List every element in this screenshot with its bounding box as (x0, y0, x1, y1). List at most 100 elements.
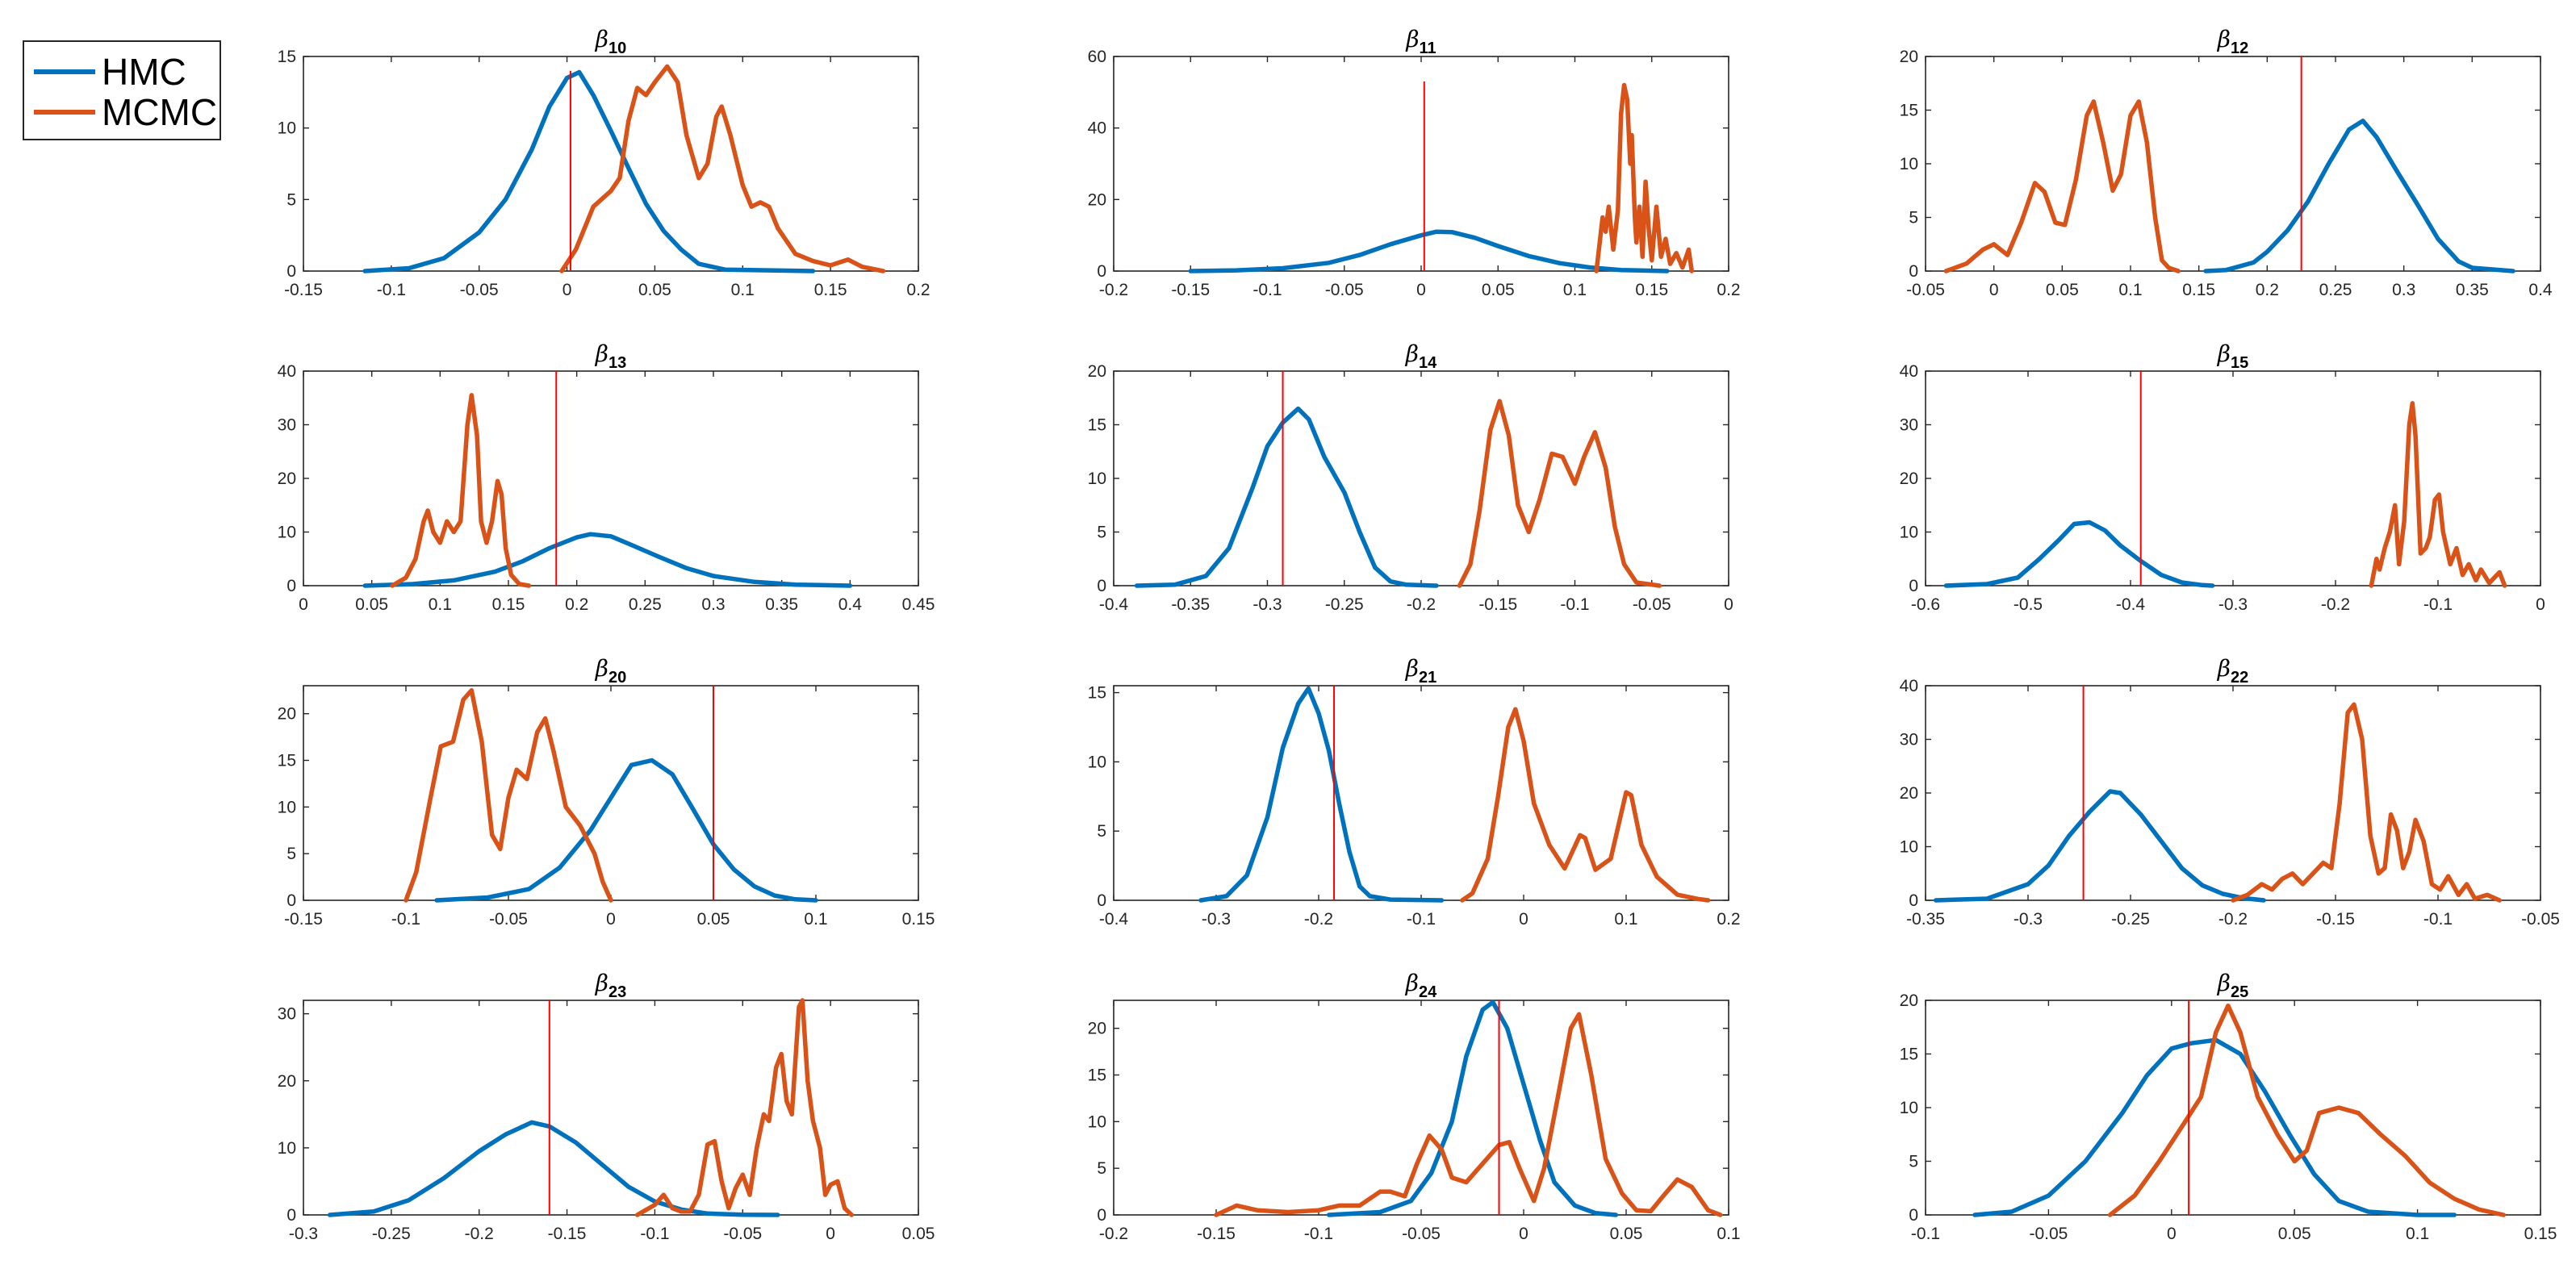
panel-10-xtick-label: 0.1 (731, 281, 755, 299)
panel-15-xtick-label: 0 (2536, 595, 2545, 614)
panel-22-title: β22 (2217, 655, 2248, 687)
panel-10-mcmc-density (559, 64, 886, 273)
panel-24-xtick-label: -0.05 (1402, 1225, 1441, 1243)
panel-13-ytick-label: 10 (278, 524, 296, 542)
panel-13-axes (303, 370, 919, 586)
panel-12-xtick-label: 0.2 (2256, 281, 2279, 299)
panel-13-ytick-label: 20 (278, 470, 296, 488)
panel-10-xtick-label: -0.15 (284, 281, 323, 299)
panel-15-ytick-label: 20 (1900, 470, 1918, 488)
panel-22-ytick-label: 40 (1900, 677, 1918, 695)
panel-10-title-subscript: 10 (608, 40, 626, 57)
panel-22-hmc-density (1933, 789, 2266, 903)
panel-21-ytick-label: 10 (1088, 753, 1106, 771)
panel-22-ytick-label: 10 (1900, 838, 1918, 857)
panel-22-xtick-label: -0.1 (2423, 910, 2453, 929)
panel-14-xtick-label: -0.2 (1407, 595, 1436, 614)
panel-25-title: β25 (2217, 970, 2248, 1001)
panel-25-ytick-label: 15 (1900, 1046, 1918, 1064)
panel-10-title-symbol: β (595, 26, 608, 52)
legend-entry-mcmc: MCMC (34, 91, 218, 133)
panel-23-xtick-label: 0.05 (902, 1225, 935, 1243)
panel-12-xtick-label: 0.15 (2182, 281, 2215, 299)
panel-21: -0.4 -0.3 -0.2 -0.1 0 0.1 0.2 0 5 10 15 β21 (1088, 655, 1741, 929)
panel-11-title: β11 (1405, 26, 1436, 57)
panel-25-xtick-label: -0.05 (2029, 1225, 2068, 1243)
panel-24-axes (1113, 1000, 1729, 1216)
panel-14-ytick-label: 10 (1088, 470, 1106, 488)
panel-11-mcmc-density (1594, 82, 1695, 273)
panel-22-ytick-label: 0 (1909, 891, 1918, 910)
panel-11-xtick-label: 0.2 (1717, 281, 1740, 299)
panel-23: -0.3 -0.25 -0.2 -0.15 -0.1 -0.05 0 0.05 0 10 20 30 β… (278, 970, 935, 1243)
panel-11-xtick-label: -0.05 (1325, 281, 1364, 299)
panel-13-xtick-label: 0.15 (492, 595, 525, 614)
panel-23-mcmc-density (634, 998, 855, 1217)
legend-label-mcmc: MCMC (102, 91, 218, 133)
panel-15-ytick-label: 10 (1900, 524, 1918, 542)
panel-12-hmc-density (2203, 119, 2515, 273)
panel-13-hmc-density (362, 532, 853, 588)
legend-entry-hmc: HMC (34, 51, 186, 93)
panel-10-xtick-label: 0.15 (814, 281, 847, 299)
panel-24-ytick-label: 0 (1097, 1206, 1106, 1225)
panel-10-ytick-label: 15 (278, 48, 296, 66)
panel-21-xtick-label: 0.2 (1717, 910, 1740, 929)
panel-20-xtick-label: 0.05 (697, 910, 730, 929)
panel-24-xtick-label: 0 (1519, 1225, 1528, 1243)
panel-23-xtick-label: -0.05 (723, 1225, 762, 1243)
panel-12-title: β12 (2217, 26, 2248, 57)
panel-20-xtick-label: -0.15 (284, 910, 323, 929)
panel-23-title-subscript: 23 (608, 983, 626, 1001)
panel-11-xtick-label: -0.15 (1171, 281, 1210, 299)
panel-14-ytick-label: 15 (1088, 416, 1106, 435)
panel-14-hmc-density (1134, 406, 1439, 588)
panel-22-xtick-label: -0.2 (2218, 910, 2248, 929)
panel-20-title-symbol: β (595, 655, 608, 682)
panel-11-hmc-density (1188, 229, 1670, 273)
panel-10-axes (303, 56, 919, 272)
panel-12-xtick-label: 0.4 (2528, 281, 2553, 299)
panel-11-ytick-label: 20 (1088, 190, 1106, 209)
panel-25-xtick-label: -0.1 (1911, 1225, 1940, 1243)
panel-21-ytick-label: 15 (1088, 684, 1106, 703)
panel-22-axes (1925, 685, 2541, 901)
panel-11-xtick-label: 0.05 (1482, 281, 1515, 299)
panel-14-ytick-label: 0 (1097, 577, 1106, 595)
panel-20-axes (303, 685, 919, 901)
panel-20-title-subscript: 20 (608, 669, 626, 687)
panel-24-xtick-label: 0.05 (1610, 1225, 1643, 1243)
panel-20-title: β20 (595, 655, 626, 687)
panel-22-title-symbol: β (2217, 655, 2231, 682)
panel-13-ytick-label: 0 (286, 577, 296, 595)
panel-23-title: β23 (595, 970, 626, 1001)
panel-10-ytick-label: 5 (286, 190, 296, 209)
panel-13-title-symbol: β (595, 340, 608, 367)
panel-13-xtick-label: 0.45 (902, 595, 935, 614)
panel-21-xtick-label: -0.2 (1304, 910, 1333, 929)
panel-23-xtick-label: -0.2 (465, 1225, 494, 1243)
panel-11-title-subscript: 11 (1420, 40, 1436, 57)
panel-25-xtick-label: 0.15 (2524, 1225, 2557, 1243)
panel-12-ytick-label: 15 (1900, 102, 1918, 120)
panel-15: -0.6 -0.5 -0.4 -0.3 -0.2 -0.1 0 0 10 20 30 40 β15 (1900, 340, 2545, 614)
panel-21-xtick-label: -0.3 (1202, 910, 1231, 929)
panel-24-xtick-label: -0.1 (1304, 1225, 1333, 1243)
panel-23-ytick-label: 10 (278, 1139, 296, 1158)
panel-20-mcmc-density (404, 688, 613, 903)
panel-25-ytick-label: 0 (1909, 1206, 1918, 1225)
panel-12-ytick-label: 0 (1909, 262, 1918, 281)
panel-14-xtick-label: -0.25 (1325, 595, 1364, 614)
panel-13-xtick-label: 0.3 (701, 595, 725, 614)
panel-12: -0.05 0 0.05 0.1 0.15 0.2 0.25 0.3 0.35 0.4051015… (1900, 26, 2553, 299)
panel-14-xtick-label: -0.35 (1171, 595, 1210, 614)
panel-10-hmc-density (362, 69, 816, 273)
panel-14-xtick-label: -0.15 (1478, 595, 1517, 614)
panel-15-hmc-density (1943, 520, 2215, 588)
panel-15-xtick-label: -0.3 (2218, 595, 2248, 614)
legend-swatch-hmc (34, 69, 95, 74)
panel-13-xtick-label: 0.25 (629, 595, 662, 614)
panel-14-title-subscript: 14 (1419, 354, 1437, 372)
